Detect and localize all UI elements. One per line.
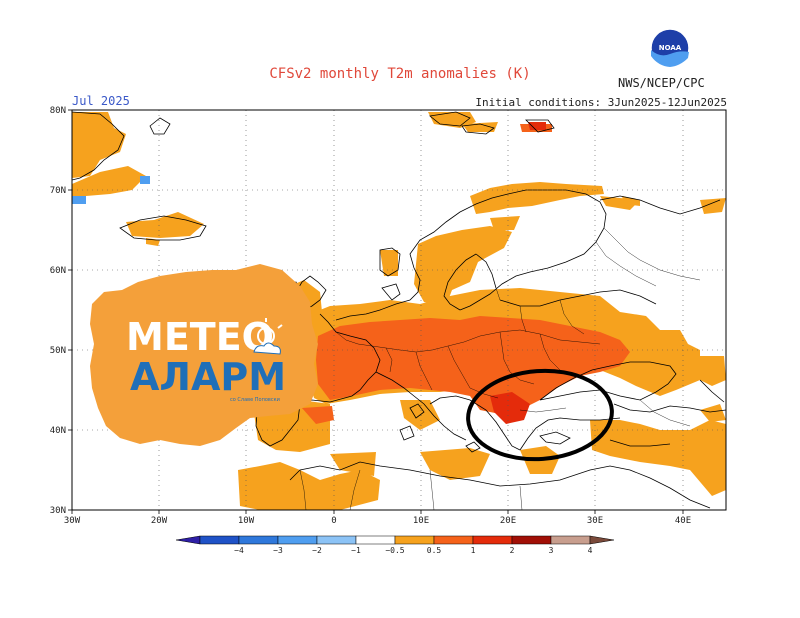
lon-label: 40E: [675, 516, 691, 526]
colorbar-swatch: [316, 535, 357, 545]
lon-label: 20W: [151, 516, 168, 526]
colorbar-label: 2: [510, 546, 515, 555]
country-borders: [299, 227, 701, 510]
colorbar-swatch: [550, 535, 591, 545]
highlight-ellipse: [466, 368, 614, 462]
meteo-alarm-watermark: МЕТЕО АЛАРМ со Славе Поповски: [90, 264, 318, 446]
colorbar-swatch: [394, 535, 435, 545]
colorbar-arrow-left: [175, 535, 201, 545]
colorbar-label: −0.5: [385, 546, 404, 555]
lat-label: 70N: [50, 186, 66, 196]
colorbar-swatch: [277, 535, 318, 545]
lon-label: 30E: [587, 516, 603, 526]
forecast-month: Jul 2025: [72, 94, 130, 108]
initial-conditions: Initial conditions: 3Jun2025-12Jun2025: [475, 96, 727, 109]
map-title: CFSv2 monthly T2m anomalies (K): [269, 66, 531, 82]
colorbar-arrow-right: [589, 535, 615, 545]
lat-label: 60N: [50, 266, 66, 276]
lat-label: 40N: [50, 426, 66, 436]
lon-label: 30W: [64, 516, 81, 526]
colorbar-label: −3: [273, 546, 283, 555]
lat-label: 30N: [50, 506, 66, 516]
colorbar-swatch: [238, 535, 279, 545]
lon-label: 10E: [413, 516, 429, 526]
colorbar-swatch: [511, 535, 552, 545]
agency-label: NWS/NCEP/CPC: [618, 76, 705, 90]
lat-label: 50N: [50, 346, 66, 356]
colorbar-swatch: [355, 535, 396, 545]
axis-ticks: [68, 109, 684, 514]
anomaly-field-blue: [72, 176, 150, 204]
colorbar-label: −4: [234, 546, 244, 555]
watermark-line2: АЛАРМ: [130, 355, 286, 399]
watermark-tagline: со Славе Поповски: [230, 397, 280, 403]
colorbar-swatch: [472, 535, 513, 545]
colorbar-label: 4: [588, 546, 593, 555]
colorbar-label: 3: [549, 546, 554, 555]
sun-cloud-icon: [249, 318, 283, 355]
colorbar-swatch: [433, 535, 474, 545]
colorbar: −4 −3 −2 −1 −0.5 0.5 1 2 3 4: [175, 535, 615, 555]
noaa-logo-text: NOAA: [659, 44, 682, 52]
coastlines: [72, 111, 726, 509]
colorbar-label: 1: [471, 546, 476, 555]
colorbar-label: −1: [351, 546, 361, 555]
noaa-logo: NOAA: [650, 28, 690, 68]
anomaly-field-red-orange: [302, 124, 630, 424]
lat-label: 80N: [50, 106, 66, 116]
lon-label: 0: [331, 516, 336, 526]
anomaly-field-red: [490, 122, 546, 424]
watermark-line1: МЕТЕО: [126, 315, 274, 359]
colorbar-swatch: [199, 535, 240, 545]
colorbar-label: −2: [312, 546, 322, 555]
lon-label: 20E: [500, 516, 516, 526]
lon-label: 10W: [238, 516, 255, 526]
colorbar-label: 0.5: [427, 546, 442, 555]
